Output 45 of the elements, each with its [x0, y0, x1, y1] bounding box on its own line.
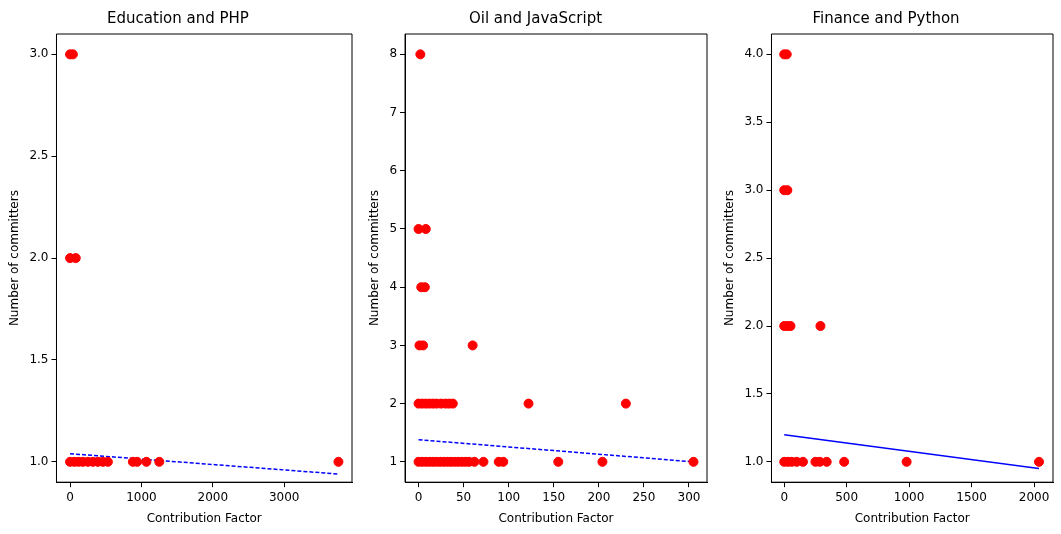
- y-tick-label: 2.5: [29, 148, 49, 163]
- y-axis-title: Number of committers: [367, 190, 382, 327]
- x-tick-label: 1000: [893, 489, 925, 504]
- y-axis-title: Number of committers: [722, 190, 737, 327]
- y-tick-label: 1.5: [744, 386, 764, 401]
- chart-title: Oil and JavaScript: [468, 8, 603, 27]
- x-tick-label: 1000: [126, 489, 157, 504]
- y-tick-label: 5: [389, 221, 398, 236]
- y-tick-label: 7: [389, 104, 398, 119]
- y-tick-label: 4: [389, 279, 398, 294]
- y-tick-label: 3.5: [744, 114, 764, 129]
- y-tick-label: 2.0: [29, 250, 49, 265]
- x-tick-label: 3000: [268, 489, 300, 504]
- x-tick-label: 200: [587, 489, 611, 504]
- x-tick-label: 250: [632, 489, 656, 504]
- chart-title: Finance and Python: [812, 8, 960, 27]
- chart-title: Education and PHP: [107, 8, 249, 27]
- x-tick-label: 0: [414, 489, 423, 504]
- x-axis-title: Contribution Factor: [146, 510, 262, 525]
- y-tick-label: 2.0: [744, 318, 764, 333]
- x-tick-label: 2000: [197, 489, 229, 504]
- y-tick-label: 3: [389, 337, 398, 352]
- y-tick-label: 4.0: [744, 46, 764, 61]
- x-tick-label: 0: [780, 489, 789, 504]
- x-axis-title: Contribution Factor: [854, 510, 970, 525]
- x-tick-label: 2000: [1018, 489, 1050, 504]
- x-tick-label: 500: [835, 489, 859, 504]
- x-tick-label: 150: [542, 489, 566, 504]
- y-axis-title: Number of committers: [7, 190, 22, 327]
- x-axis-title: Contribution Factor: [498, 510, 614, 525]
- x-tick-label: 0: [66, 489, 74, 504]
- y-tick-label: 1.0: [29, 453, 49, 468]
- y-tick-label: 2: [389, 395, 398, 410]
- y-tick-label: 3.0: [29, 46, 49, 61]
- x-tick-label: 50: [455, 489, 472, 504]
- y-tick-label: 1.5: [29, 352, 49, 367]
- x-tick-label: 300: [677, 489, 701, 504]
- y-tick-label: 8: [389, 46, 398, 61]
- y-tick-label: 2.5: [744, 250, 764, 265]
- x-tick-label: 1500: [956, 489, 987, 504]
- y-tick-label: 1: [389, 453, 398, 468]
- x-tick-label: 100: [497, 489, 521, 504]
- y-tick-label: 6: [389, 162, 398, 177]
- y-tick-label: 3.0: [744, 182, 764, 197]
- y-tick-label: 1.0: [744, 453, 764, 468]
